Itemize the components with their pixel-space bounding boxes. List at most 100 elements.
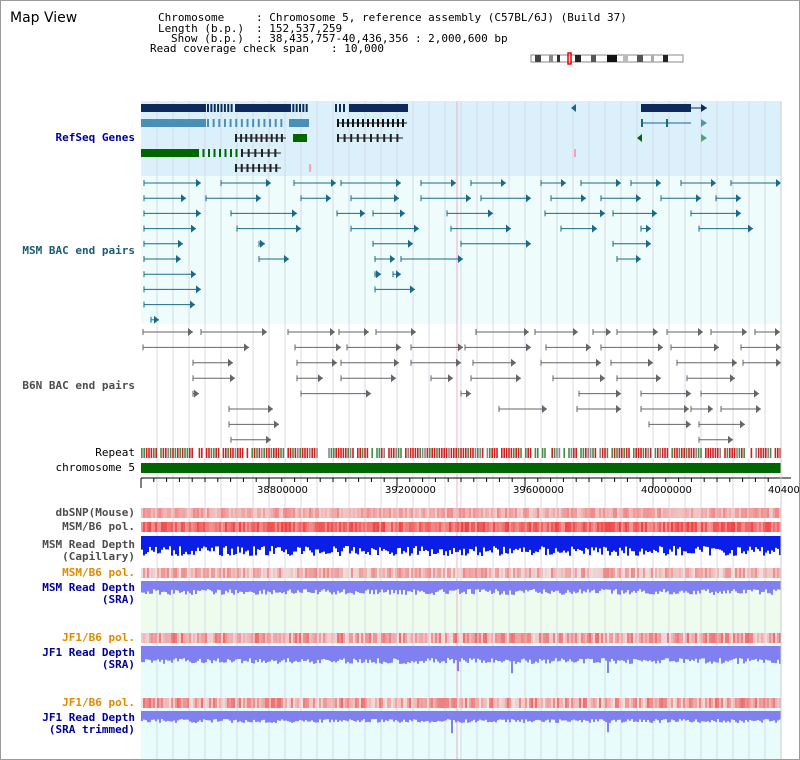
depth-bar <box>685 646 687 660</box>
depth-bar <box>163 646 165 664</box>
depth-bar <box>269 581 271 593</box>
depth-bar <box>217 581 219 590</box>
depth-bar <box>491 581 493 594</box>
depth-bar <box>395 536 397 555</box>
refseq-exon <box>335 104 337 112</box>
heat-cell <box>279 698 281 708</box>
depth-bar <box>755 536 757 548</box>
heat-cell <box>207 633 209 643</box>
refseq-exon <box>241 149 243 157</box>
depth-bar <box>305 646 307 661</box>
heat-cell <box>493 633 495 643</box>
heat-cell <box>283 508 285 518</box>
heat-cell <box>619 522 621 532</box>
depth-bar <box>153 581 155 590</box>
heat-cell <box>669 633 671 643</box>
heat-cell <box>393 508 395 518</box>
depth-bar <box>301 711 303 721</box>
depth-bar <box>629 646 631 664</box>
depth-bar <box>753 581 755 590</box>
heat-cell <box>351 508 353 518</box>
depth-bar <box>723 536 725 553</box>
heat-cell <box>515 633 517 643</box>
heat-cell <box>703 698 705 708</box>
heat-cell <box>377 633 379 643</box>
heat-cell <box>707 698 709 708</box>
depth-bar <box>437 581 439 592</box>
depth-bar <box>731 646 733 660</box>
depth-bar <box>141 711 143 722</box>
depth-bar <box>331 536 333 553</box>
depth-bar <box>303 646 305 661</box>
depth-bar <box>627 536 629 556</box>
depth-bar <box>297 536 299 548</box>
depth-bar <box>429 711 431 723</box>
depth-bar <box>739 646 741 659</box>
depth-bar <box>187 536 189 555</box>
heat-cell <box>181 522 183 532</box>
heat-cell <box>455 633 457 643</box>
depth-bar <box>697 581 699 591</box>
repeat-element <box>575 448 577 458</box>
depth-bar <box>645 711 647 722</box>
msm-bac-pair-arrow <box>191 224 196 233</box>
depth-bar <box>479 711 481 720</box>
heat-cell <box>699 568 701 578</box>
depth-bar <box>275 581 277 593</box>
msm-bac-pair-arrow <box>736 209 741 218</box>
depth-bar <box>407 711 409 723</box>
depth-bar <box>493 646 495 663</box>
heat-cell <box>227 568 229 578</box>
heat-cell <box>223 508 225 518</box>
heat-cell <box>161 508 163 518</box>
depth-bar <box>757 581 759 590</box>
repeat-element <box>570 448 573 458</box>
heat-cell <box>555 568 557 578</box>
depth-bar <box>727 536 729 555</box>
repeat-element <box>453 448 455 458</box>
heat-cell <box>779 508 781 518</box>
heat-cell <box>265 568 267 578</box>
depth-bar <box>617 581 619 595</box>
heat-cell <box>569 698 571 708</box>
heat-cell <box>619 633 621 643</box>
heat-cell <box>385 633 387 643</box>
depth-bar <box>527 711 529 722</box>
heat-cell <box>343 698 345 708</box>
depth-bar <box>313 581 315 593</box>
depth-bar <box>225 581 227 591</box>
heat-cell <box>157 522 159 532</box>
heat-cell <box>643 568 645 578</box>
depth-bar <box>413 536 415 549</box>
depth-bar <box>193 536 195 555</box>
heat-cell <box>143 508 145 518</box>
depth-bar <box>639 536 641 552</box>
depth-bar <box>353 581 355 595</box>
depth-bar <box>291 711 293 723</box>
heat-cell <box>283 698 285 708</box>
heat-cell <box>183 508 185 518</box>
heat-cell <box>327 698 329 708</box>
depth-bar <box>649 536 651 552</box>
depth-bar <box>511 646 513 674</box>
repeat-element <box>157 448 160 458</box>
heat-cell <box>619 568 621 578</box>
repeat-element <box>337 448 340 458</box>
heat-cell <box>263 522 265 532</box>
heat-cell <box>681 568 683 578</box>
depth-bar <box>699 536 701 550</box>
heat-cell <box>495 633 497 643</box>
b6n-bac-pair-arrow <box>714 343 719 352</box>
depth-bar <box>577 711 579 721</box>
msm-bac-pair-arrow <box>266 179 271 187</box>
heat-cell <box>595 698 597 708</box>
depth-bar <box>467 581 469 590</box>
heat-cell <box>557 508 559 518</box>
refseq-exon <box>223 119 226 127</box>
depth-bar <box>749 711 751 720</box>
depth-bar <box>659 711 661 723</box>
heat-cell <box>407 508 409 518</box>
depth-bar <box>157 536 159 554</box>
label-b6n-bac-end-pairs: B6N BAC end pairs <box>22 379 135 392</box>
